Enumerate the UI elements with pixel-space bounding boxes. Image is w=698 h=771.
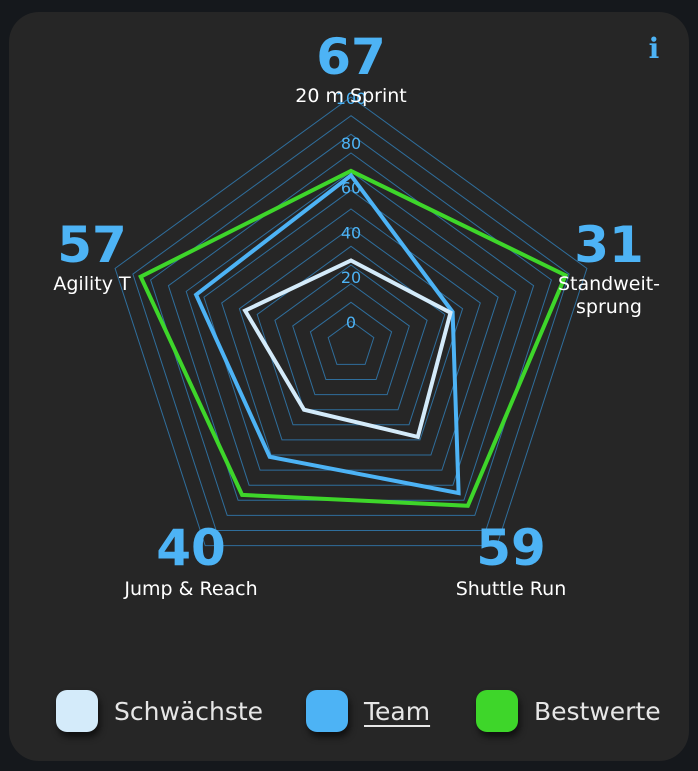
tick-label: 100 xyxy=(336,89,367,108)
axis-label-agility-t: Agility T xyxy=(53,273,131,295)
grid-ring xyxy=(309,301,393,380)
radar-ticks: 0 20 40 60 80 100 xyxy=(336,89,367,332)
axis-label-standweit-sprung: Standweit- xyxy=(558,273,660,295)
grid-ring xyxy=(132,115,570,531)
legend-swatch-team xyxy=(306,690,348,732)
series-bestwerte xyxy=(138,168,569,508)
axis-label-20-m-sprint: 20 m Sprint xyxy=(295,85,406,107)
grid-ring xyxy=(274,264,428,411)
axis-value-agility-t: 57 xyxy=(57,216,127,274)
grid-ring xyxy=(238,227,464,441)
legend-item-schwaechste[interactable]: Schwächste xyxy=(56,688,263,734)
axis-value-jump-reach: 40 xyxy=(156,519,226,577)
chart-card xyxy=(9,12,689,761)
tick-label: 40 xyxy=(341,223,361,242)
legend-label-team: Team xyxy=(364,696,431,726)
legend-swatch-schwaechste xyxy=(56,690,98,732)
legend-swatch-bestwerte xyxy=(476,690,518,732)
axis-label-shuttle-run: Shuttle Run xyxy=(456,578,566,600)
series-team xyxy=(193,172,461,496)
grid-ring xyxy=(203,189,499,471)
axis-value-standweit-sprung: 31 xyxy=(574,216,644,274)
axis-value-20-m-sprint: 67 xyxy=(316,28,386,86)
tick-label: 0 xyxy=(346,313,356,332)
legend-item-bestwerte[interactable]: Bestwerte xyxy=(476,688,661,734)
legend-label-schwaechste: Schwächste xyxy=(114,696,264,726)
radar-series xyxy=(138,168,569,508)
grid-ring xyxy=(221,208,481,456)
grid-ring xyxy=(114,96,588,547)
axis-label-standweit-sprung: sprung xyxy=(576,296,642,318)
grid-ring xyxy=(185,171,517,486)
grid-ring xyxy=(327,320,375,365)
axis-label-jump-reach: Jump & Reach xyxy=(123,578,257,600)
tick-label: 60 xyxy=(341,179,361,198)
tick-label: 20 xyxy=(341,268,361,287)
info-icon[interactable]: i xyxy=(648,32,660,65)
series-schw-chste xyxy=(242,258,453,440)
tick-label: 80 xyxy=(341,134,361,153)
grid-ring xyxy=(292,283,410,396)
legend-label-bestwerte: Bestwerte xyxy=(534,696,661,726)
axis-value-shuttle-run: 59 xyxy=(476,519,546,577)
legend-item-team[interactable]: Team xyxy=(306,688,430,734)
